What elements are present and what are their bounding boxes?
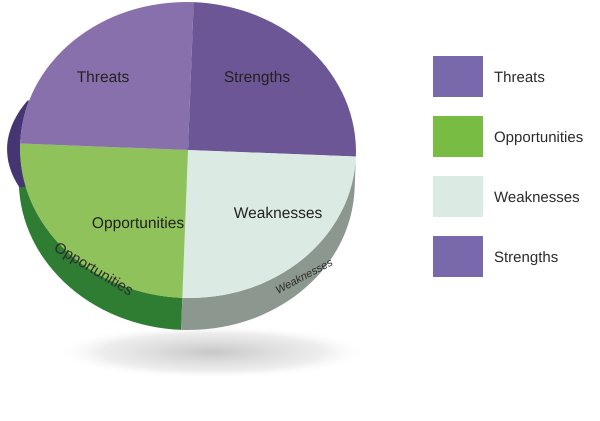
- svg-text:Threats: Threats: [77, 69, 130, 86]
- svg-text:Opportunities: Opportunities: [92, 215, 184, 232]
- svg-text:Opportunities: Opportunities: [494, 129, 583, 146]
- svg-text:Threats: Threats: [494, 69, 545, 86]
- svg-text:Strengths: Strengths: [494, 249, 558, 266]
- svg-text:Weaknesses: Weaknesses: [494, 189, 580, 206]
- svg-text:Strengths: Strengths: [224, 69, 291, 86]
- svg-text:Weaknesses: Weaknesses: [234, 205, 323, 222]
